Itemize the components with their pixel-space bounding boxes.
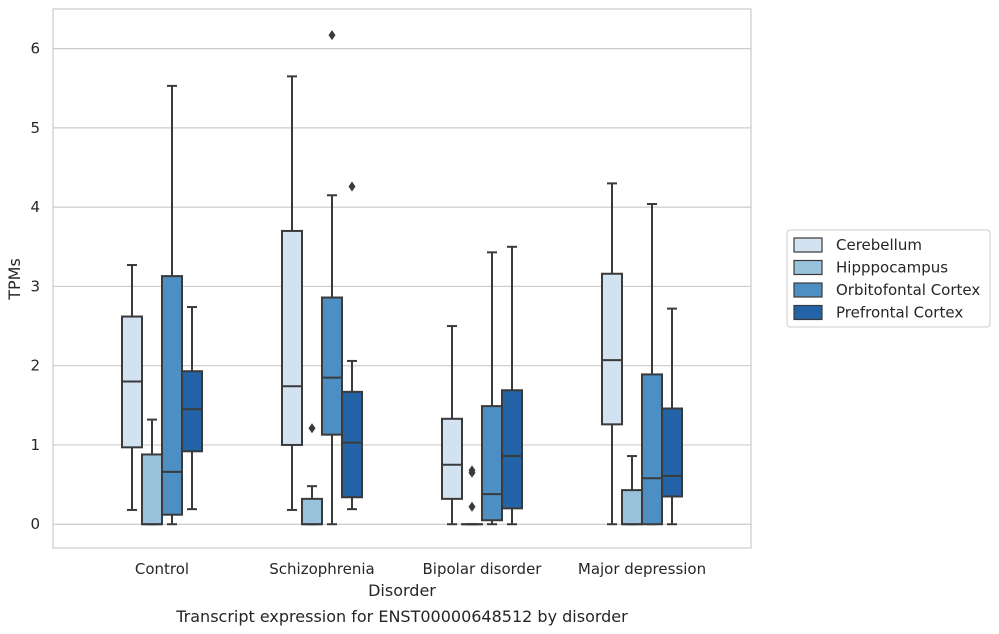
legend-item-3: Prefrontal Cortex (793, 304, 963, 322)
box-body (301, 497, 323, 526)
box-body (641, 373, 663, 526)
legend-label: Hipppocampus (836, 259, 948, 277)
y-tick-label-3: 3 (30, 277, 40, 295)
box-body (481, 405, 503, 522)
box-body (661, 407, 683, 498)
y-axis-label: TPMs (5, 258, 24, 301)
legend-swatch (793, 237, 823, 253)
legend-label: Prefrontal Cortex (836, 304, 963, 322)
box-0-0 (121, 264, 143, 511)
chart-caption: Transcript expression for ENST0000064851… (175, 607, 628, 626)
legend-swatch (793, 304, 823, 321)
y-tick-label-1: 1 (30, 436, 40, 454)
box-3-3 (661, 307, 683, 526)
box-body (181, 370, 203, 453)
legend-label: Cerebellum (836, 236, 922, 254)
legend-swatch (793, 282, 823, 298)
y-tick-label-4: 4 (30, 198, 40, 216)
box-body (341, 390, 363, 499)
box-body (321, 296, 343, 436)
y-tick-label-0: 0 (30, 515, 40, 533)
box-groups (121, 30, 683, 526)
box-body (441, 417, 463, 500)
box-3-2 (501, 245, 523, 526)
legend: Cerebellum Hipppocampus Orbitofontal Corte… (786, 229, 991, 328)
x-tick-labels: Control Schizophrenia Bipolar disorder Majo… (135, 560, 706, 578)
box-body (501, 389, 523, 510)
x-tick-label-3: Major depression (578, 560, 706, 578)
x-tick-label-1: Schizophrenia (269, 560, 374, 578)
legend-item-1: Hipppocampus (793, 259, 948, 277)
x-tick-label-0: Control (135, 560, 189, 578)
box-3-1 (341, 181, 363, 511)
legend-swatch (793, 259, 823, 276)
box-0-1 (281, 75, 303, 511)
box-2-1 (321, 30, 343, 526)
y-tick-label-5: 5 (30, 119, 40, 137)
box-3-0 (181, 306, 203, 511)
box-0-2 (441, 325, 463, 526)
box-body (601, 272, 623, 426)
outlier-0 (308, 423, 316, 434)
legend-label: Orbitofontal Cortex (836, 281, 980, 299)
legend-item-0: Cerebellum (793, 236, 922, 254)
box-body (281, 229, 303, 446)
y-tick-labels: 0 1 2 3 4 5 6 (30, 40, 40, 534)
y-tick-label-2: 2 (30, 357, 40, 375)
box-1-1 (301, 423, 323, 526)
box-0-3 (601, 182, 623, 526)
x-axis-label: Disorder (368, 581, 436, 600)
box-1-2 (461, 465, 483, 526)
outlier-0 (348, 181, 356, 192)
outlier-2 (468, 465, 476, 476)
x-tick-label-2: Bipolar disorder (423, 560, 543, 578)
box-1-0 (141, 418, 163, 526)
box-body (141, 453, 163, 526)
legend-item-2: Orbitofontal Cortex (793, 281, 980, 299)
box-body (621, 489, 643, 526)
y-tick-label-6: 6 (30, 40, 40, 58)
box-body (161, 275, 183, 516)
box-2-2 (481, 251, 503, 526)
legend-frame (786, 229, 991, 328)
outlier-0 (328, 30, 336, 41)
outlier-0 (468, 501, 476, 512)
